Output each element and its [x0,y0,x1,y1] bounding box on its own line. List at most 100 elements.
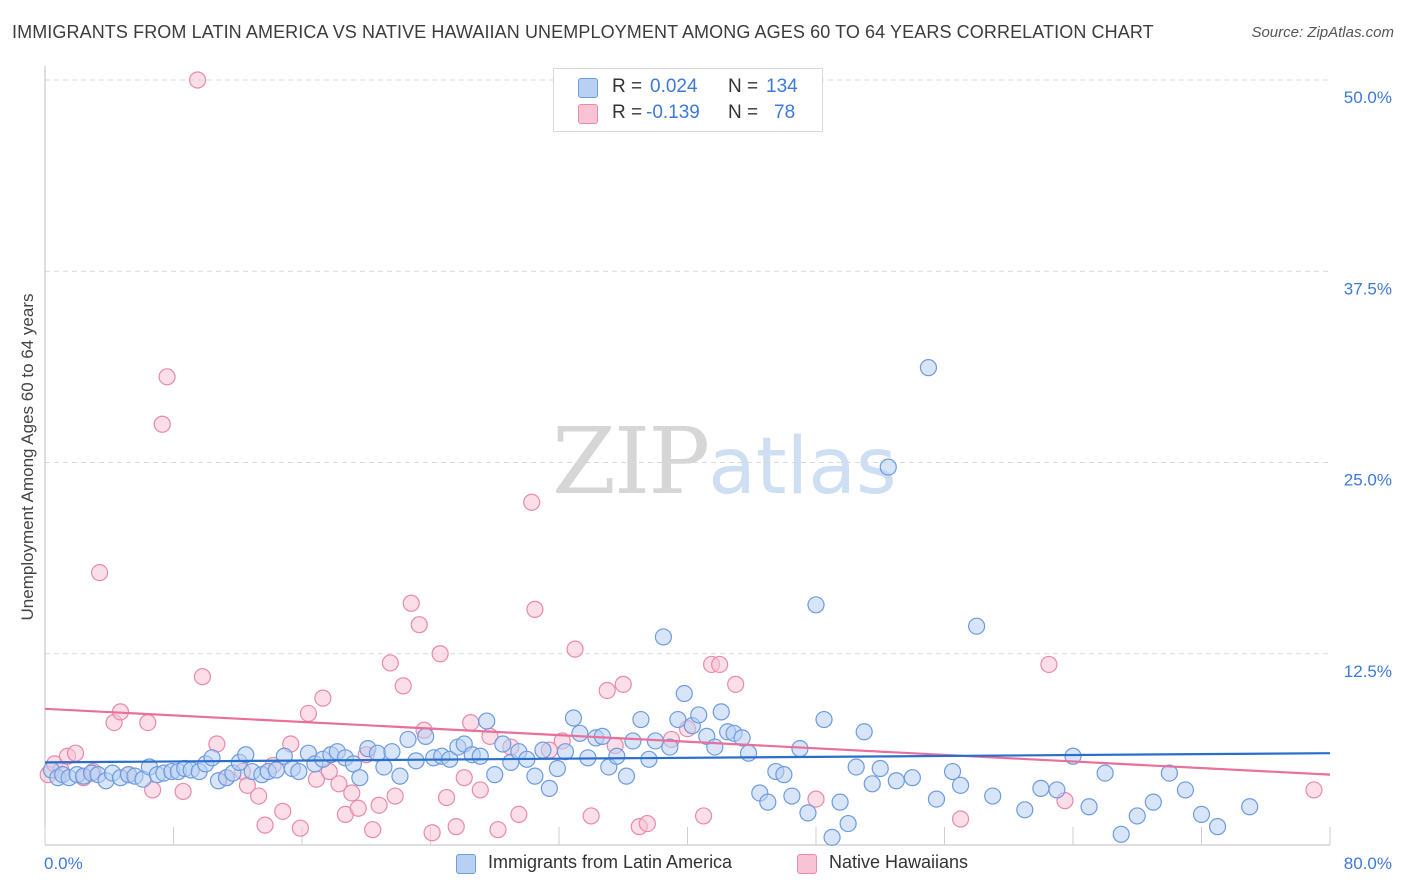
data-point [351,769,369,787]
data-point [364,821,382,839]
data-point [417,727,435,745]
data-point [571,724,589,742]
pink-swatch [797,854,817,874]
data-point [887,772,905,790]
data-point [299,704,318,723]
legend-label: Native Hawaiians [829,852,969,872]
data-point [839,814,857,833]
data-point [139,713,157,732]
latin-america-points [42,359,1259,846]
y-tick-label: 37.5% [1344,279,1392,298]
data-point [807,596,825,614]
data-point [759,793,777,811]
data-point [534,741,552,759]
data-point [1112,825,1130,843]
trend-lines [44,707,1331,776]
data-point [1176,781,1195,799]
blue-swatch [456,854,476,874]
series-legend: Immigrants from Latin America Native Haw… [0,852,1406,878]
data-point [638,814,656,833]
data-point [548,759,566,778]
tick-labels: 12.5% 25.0% 37.5% 50.0% 0.0% 80.0% [44,88,1392,873]
data-point [1048,781,1066,799]
y-tick-label: 50.0% [1344,88,1392,107]
data-point [871,759,889,778]
data-point [471,747,489,765]
data-point [739,744,758,762]
r-value: -0.139 [646,102,700,123]
trend-line-latin-america [44,752,1331,764]
data-point [510,805,528,824]
n-label: N = [728,76,759,97]
data-point [489,821,507,839]
data-point [383,743,401,761]
pink-swatch [578,104,598,124]
data-point [556,743,575,761]
data-point [614,675,632,693]
data-point [250,787,268,805]
data-point [711,655,729,674]
data-point [1016,801,1034,819]
r-label: R = [612,76,643,97]
data-point [526,767,544,785]
data-point [256,816,274,834]
x-tick-label: 0.0% [44,854,83,873]
data-point [391,767,409,785]
data-point [807,790,825,808]
data-point [927,790,946,808]
data-point [375,758,393,776]
grid-layer [45,79,1330,655]
data-point [314,689,332,707]
chart-title: IMMIGRANTS FROM LATIN AMERICA VS NATIVE … [12,22,1154,42]
data-point [174,782,192,801]
trend-line-native-hawaiians [44,707,1331,776]
data-point [632,710,650,729]
data-point [486,766,504,784]
data-point [381,654,399,672]
data-point [847,758,865,776]
data-point [582,807,600,825]
data-point [799,804,817,822]
blue-swatch [578,78,598,98]
data-point [624,732,642,750]
data-point [951,776,970,794]
data-point [831,793,849,811]
data-point [984,787,1002,805]
data-point [471,781,489,799]
data-point [564,709,583,727]
data-point [423,824,441,842]
data-point [386,787,404,805]
n-value: 78 [774,102,796,123]
x-tick-label: 80.0% [1344,854,1392,873]
data-point [879,458,897,476]
data-point [712,703,730,721]
data-point [290,762,308,781]
data-point [410,616,428,634]
r-value: 0.024 [650,76,698,97]
data-point [462,713,480,732]
data-point [1208,818,1227,836]
data-point [526,600,544,618]
data-point [1040,655,1058,674]
data-point [523,493,541,511]
data-point [1192,805,1211,824]
data-point [399,730,417,749]
data-point [330,775,348,793]
data-point [237,746,255,764]
data-point [447,818,465,836]
data-point [863,775,881,793]
data-point [675,684,693,703]
data-point [640,750,658,768]
data-point [706,738,724,756]
watermark-atlas: atlas [708,422,897,512]
data-point [775,766,793,784]
legend-label: Immigrants from Latin America [488,852,733,872]
data-point [394,677,412,695]
data-point [951,810,970,828]
data-point [1096,764,1114,782]
data-point [903,769,921,787]
data-point [540,779,558,797]
axis-layer [44,66,1331,846]
data-point [402,594,420,612]
data-point [494,735,512,753]
